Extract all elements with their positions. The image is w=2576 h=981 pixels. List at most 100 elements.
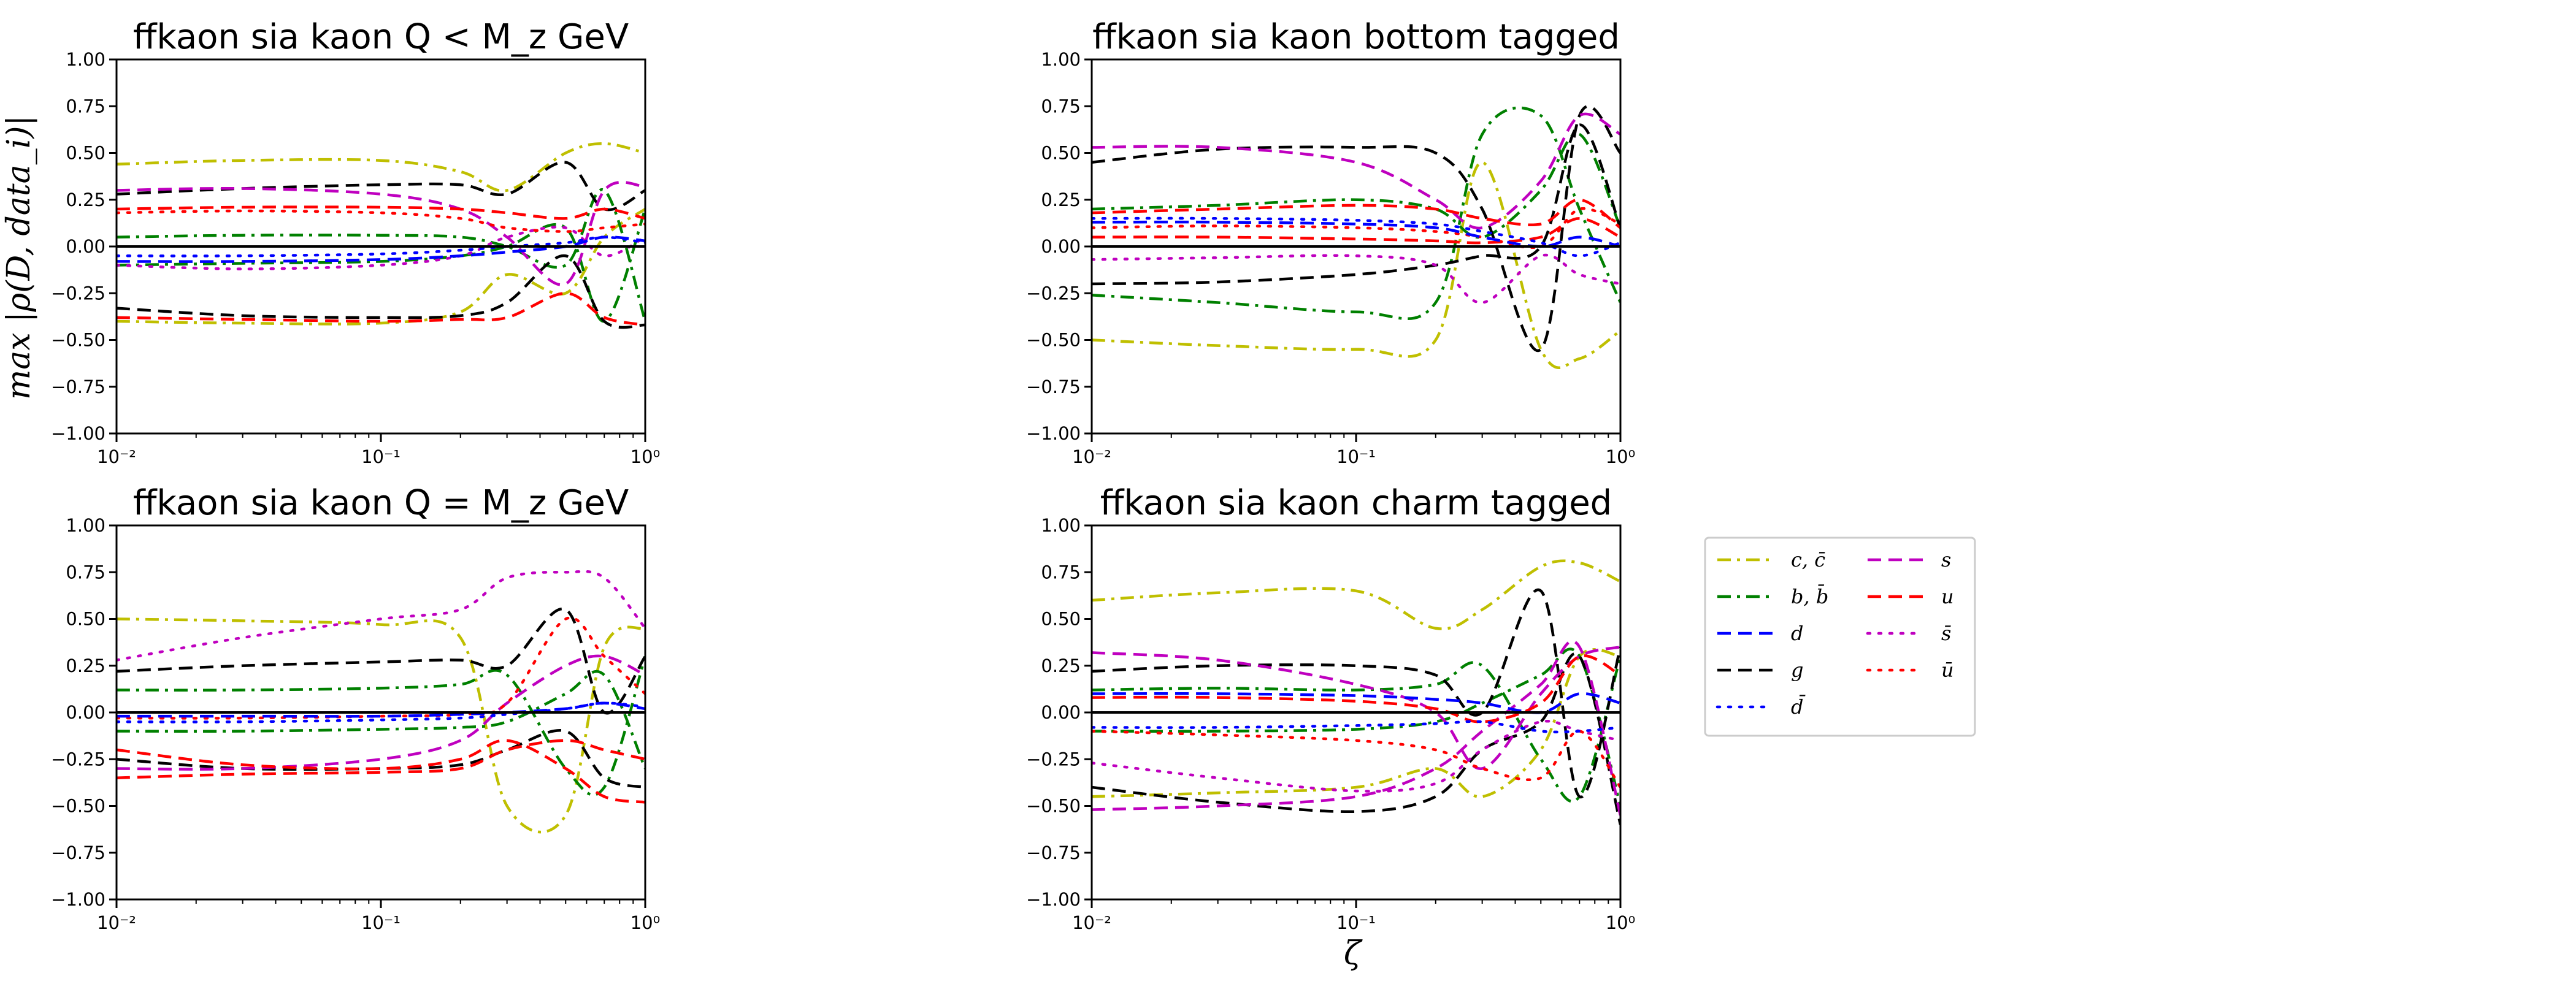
y-tick-label: 0.00 xyxy=(66,702,105,723)
series-line xyxy=(117,654,645,771)
series-line xyxy=(117,616,645,720)
y-tick-label: −0.25 xyxy=(1026,749,1081,769)
legend-frame xyxy=(1704,536,1976,737)
legend-label: g xyxy=(1791,658,1803,682)
series-line xyxy=(117,142,645,193)
y-tick-label: −0.75 xyxy=(51,376,105,397)
series-line xyxy=(1092,123,1620,286)
series-line xyxy=(1092,132,1620,239)
y-tick-label: −1.00 xyxy=(51,423,105,444)
series-group xyxy=(1092,559,1620,825)
chart-title: ffkaon sia kaon Q = M_z GeV xyxy=(133,483,629,523)
chart-title: ffkaon sia kaon charm tagged xyxy=(1100,483,1612,523)
series-line xyxy=(1092,720,1620,734)
y-tick-label: 0.50 xyxy=(66,143,105,164)
series-line xyxy=(117,208,645,326)
series-line xyxy=(117,209,645,233)
series-line xyxy=(1092,253,1620,304)
series-line xyxy=(1092,646,1620,770)
y-tick-label: −1.00 xyxy=(51,889,105,910)
x-axis-label: ζ xyxy=(1344,935,1363,972)
series-line xyxy=(117,188,645,322)
y-axis-label: max |ρ(D, data_i)| xyxy=(1,115,37,400)
y-tick-label: 0.50 xyxy=(1041,143,1081,164)
y-tick-label: 0.75 xyxy=(1041,96,1081,116)
y-tick-label: −1.00 xyxy=(1026,423,1081,444)
chart-panel: ffkaon sia kaon Q = M_z GeV 1.00 0.75 0.50 0… xyxy=(51,483,660,933)
series-line xyxy=(1092,106,1620,320)
y-tick-label: 0.75 xyxy=(1041,562,1081,582)
series-line xyxy=(117,205,645,220)
y-tick-label: 0.00 xyxy=(1041,702,1081,723)
legend-entry: g xyxy=(1717,658,1803,682)
y-tick-label: 0.50 xyxy=(66,609,105,630)
y-tick-label: 1.00 xyxy=(1041,515,1081,536)
x-tick-label: 10⁰ xyxy=(1606,912,1636,933)
legend-entry: s̄ xyxy=(1866,622,1951,645)
y-tick-label: −0.25 xyxy=(1026,283,1081,303)
series-line xyxy=(117,701,645,718)
y-tick-label: 0.25 xyxy=(66,189,105,210)
y-tick-label: −1.00 xyxy=(1026,889,1081,910)
chart-panel: ffkaon sia kaon charm tagged 1.00 0.75 0.50… xyxy=(1026,483,1635,933)
series-line xyxy=(1092,207,1620,250)
series-line xyxy=(117,670,645,769)
series-line xyxy=(1092,692,1620,714)
legend-entry: c, c̄ xyxy=(1717,548,1825,571)
series-line xyxy=(117,180,645,286)
x-tick-label: 10⁻² xyxy=(1072,446,1111,467)
y-tick-label: 0.00 xyxy=(1041,236,1081,257)
legend-entry: u xyxy=(1868,585,1954,608)
series-line xyxy=(117,739,645,779)
y-tick-label: −0.75 xyxy=(1026,842,1081,863)
y-tick-label: 0.75 xyxy=(66,96,105,116)
x-tick-label: 10⁻² xyxy=(97,912,136,933)
series-group xyxy=(117,142,645,329)
x-tick-label: 10⁻² xyxy=(97,446,136,467)
series-line xyxy=(1092,730,1620,789)
legend-entry: s xyxy=(1868,548,1951,571)
series-line xyxy=(1092,216,1620,245)
y-tick-label: −0.75 xyxy=(1026,376,1081,397)
legend-entry: d̄ xyxy=(1715,695,1806,719)
legend-label: u xyxy=(1941,585,1954,608)
series-line xyxy=(1092,648,1620,798)
series-line xyxy=(117,739,645,804)
series-line xyxy=(117,254,645,329)
series-line xyxy=(117,235,645,258)
chart-title: ffkaon sia kaon bottom tagged xyxy=(1092,17,1620,57)
y-tick-label: 1.00 xyxy=(66,515,105,536)
legend-label: s xyxy=(1941,548,1951,571)
legend-label: s̄ xyxy=(1941,622,1951,645)
series-line xyxy=(117,291,645,327)
legend-label: d̄ xyxy=(1791,695,1806,719)
series-line xyxy=(117,607,645,715)
series-line xyxy=(1092,647,1620,807)
legend-label: d xyxy=(1791,622,1803,645)
series-group xyxy=(117,570,645,834)
series-group xyxy=(1092,105,1620,369)
series-line xyxy=(1092,220,1620,248)
series-line xyxy=(117,617,645,834)
chart-panel: ffkaon sia kaon Q < M_z GeV 1.00 0.75 0.50 0… xyxy=(51,17,660,467)
series-line xyxy=(1092,652,1620,825)
series-line xyxy=(1092,198,1620,229)
x-tick-label: 10⁰ xyxy=(631,446,661,467)
series-line xyxy=(117,161,645,212)
y-tick-label: 0.50 xyxy=(1041,609,1081,630)
series-line xyxy=(117,729,645,789)
x-tick-label: 10⁰ xyxy=(631,912,661,933)
y-tick-label: 0.25 xyxy=(66,655,105,676)
y-tick-label: −0.50 xyxy=(51,796,105,817)
y-tick-label: 0.75 xyxy=(66,562,105,582)
legend-label: b, b̄ xyxy=(1791,584,1828,608)
legend-entry: d xyxy=(1717,622,1803,645)
series-line xyxy=(117,570,645,662)
series-line xyxy=(1092,639,1620,816)
x-tick-label: 10⁻¹ xyxy=(361,446,401,467)
series-line xyxy=(1092,654,1620,723)
series-line xyxy=(117,655,645,796)
y-tick-label: −0.50 xyxy=(51,330,105,351)
y-tick-label: −0.75 xyxy=(51,842,105,863)
y-tick-label: 1.00 xyxy=(66,49,105,70)
